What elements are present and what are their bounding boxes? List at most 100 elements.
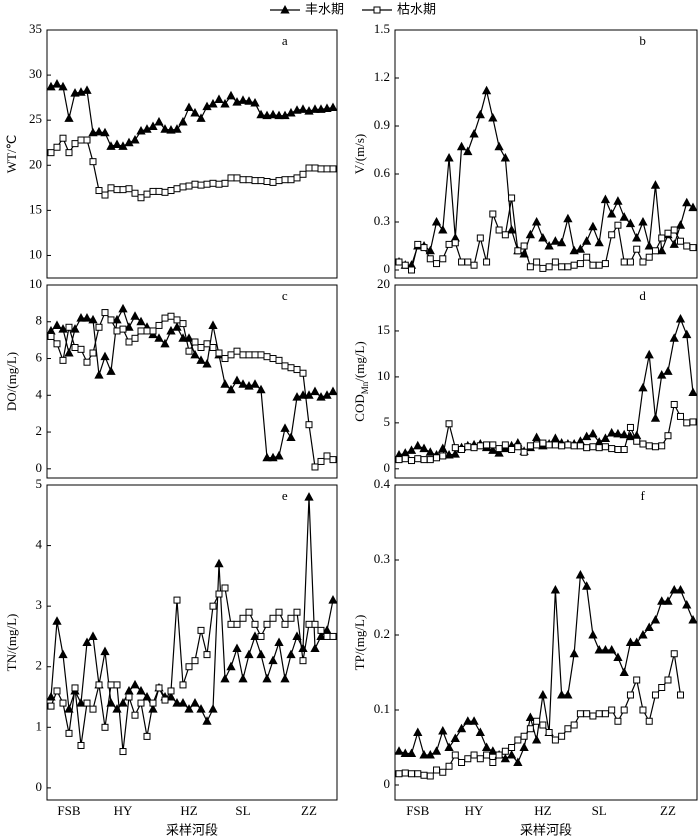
point bbox=[286, 107, 296, 117]
x-tick-label: HY bbox=[114, 803, 133, 818]
point bbox=[196, 704, 206, 713]
y-tick-label: 3 bbox=[36, 597, 43, 612]
y-tick-label: 0 bbox=[384, 460, 391, 475]
point bbox=[531, 432, 542, 442]
point bbox=[601, 260, 609, 268]
point bbox=[413, 727, 423, 736]
point bbox=[136, 685, 146, 695]
point bbox=[614, 446, 622, 454]
point bbox=[83, 699, 91, 707]
y-tick-label: 5 bbox=[36, 476, 43, 491]
point bbox=[401, 261, 409, 269]
x-tick-label: FSB bbox=[406, 803, 429, 818]
plot-frame bbox=[46, 484, 338, 801]
panel-label: d bbox=[639, 288, 646, 303]
point bbox=[305, 164, 313, 172]
point bbox=[328, 102, 338, 112]
point bbox=[533, 717, 541, 725]
point bbox=[125, 338, 133, 346]
point bbox=[556, 689, 567, 699]
point bbox=[613, 196, 623, 205]
x-tick-label: FSB bbox=[57, 803, 80, 818]
point bbox=[329, 632, 337, 640]
point bbox=[650, 413, 661, 422]
x-tick-label: ZZ bbox=[660, 803, 676, 818]
point bbox=[683, 242, 691, 250]
point bbox=[299, 369, 307, 377]
point bbox=[269, 355, 277, 363]
point bbox=[191, 657, 199, 665]
point bbox=[551, 441, 559, 449]
plot-frame bbox=[46, 29, 338, 279]
point bbox=[401, 455, 409, 463]
point bbox=[645, 253, 653, 261]
point bbox=[550, 584, 561, 594]
point bbox=[595, 444, 603, 452]
point bbox=[82, 313, 92, 322]
point bbox=[658, 684, 666, 691]
point bbox=[59, 134, 67, 142]
point bbox=[262, 673, 272, 683]
point bbox=[77, 136, 85, 144]
y-axis-label: V/(m/s) bbox=[352, 134, 367, 174]
point bbox=[469, 128, 479, 138]
point bbox=[208, 320, 218, 329]
point bbox=[639, 440, 647, 448]
point bbox=[558, 732, 566, 740]
point bbox=[563, 213, 573, 223]
point bbox=[185, 347, 193, 355]
x-tick-label: HZ bbox=[180, 803, 197, 818]
point bbox=[58, 324, 68, 333]
point bbox=[130, 679, 140, 689]
point bbox=[238, 379, 248, 388]
point bbox=[101, 723, 109, 731]
y-tick-label: 10 bbox=[29, 246, 42, 261]
y-tick-label: 1.2 bbox=[374, 69, 390, 84]
point bbox=[160, 338, 170, 348]
point bbox=[76, 698, 86, 707]
point bbox=[545, 263, 553, 271]
point bbox=[130, 134, 140, 144]
point bbox=[570, 442, 578, 450]
point bbox=[118, 698, 128, 707]
point bbox=[89, 349, 97, 357]
point bbox=[214, 558, 224, 568]
point bbox=[395, 456, 403, 464]
point bbox=[607, 644, 617, 654]
point bbox=[82, 85, 92, 94]
point bbox=[626, 258, 634, 266]
series-points bbox=[394, 85, 698, 269]
y-tick-label: 20 bbox=[377, 276, 390, 291]
point bbox=[463, 716, 473, 725]
point bbox=[119, 748, 127, 756]
point bbox=[575, 244, 586, 253]
point bbox=[155, 187, 163, 195]
point bbox=[268, 655, 278, 665]
point bbox=[94, 126, 104, 136]
point bbox=[232, 375, 242, 385]
point bbox=[588, 221, 598, 231]
point bbox=[433, 454, 441, 462]
point bbox=[167, 312, 175, 320]
point bbox=[298, 104, 308, 113]
point bbox=[221, 584, 229, 592]
point bbox=[689, 418, 697, 426]
point bbox=[305, 421, 313, 429]
point bbox=[506, 224, 517, 234]
point bbox=[520, 732, 528, 740]
point bbox=[71, 343, 79, 351]
point bbox=[582, 431, 592, 441]
point bbox=[107, 681, 115, 689]
point bbox=[658, 234, 666, 242]
point bbox=[100, 646, 110, 656]
point bbox=[125, 185, 133, 193]
series-points bbox=[47, 584, 337, 756]
point bbox=[651, 247, 659, 255]
point bbox=[664, 229, 672, 237]
point bbox=[250, 97, 260, 107]
point bbox=[47, 702, 55, 710]
point bbox=[232, 643, 242, 653]
point bbox=[533, 441, 541, 449]
point bbox=[245, 351, 253, 359]
point bbox=[299, 170, 307, 178]
